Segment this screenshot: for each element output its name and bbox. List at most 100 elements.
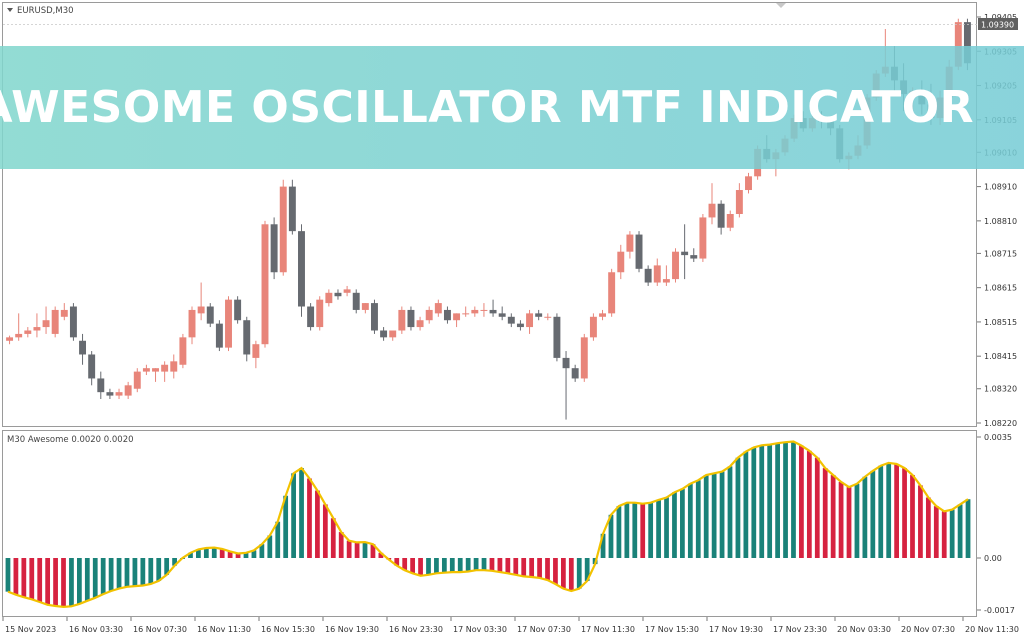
candle-body: [334, 292, 342, 297]
ao-bar: [505, 558, 511, 574]
ao-bar: [61, 558, 66, 607]
ao-bar: [108, 558, 114, 592]
candle-body: [672, 251, 679, 280]
ao-bar: [933, 506, 939, 558]
ao-axis: 0.0035 0.00 -0.0017: [977, 433, 1015, 615]
symbol-menu-icon[interactable]: [7, 8, 13, 12]
ao-bar: [465, 558, 471, 572]
candle-body: [562, 357, 570, 369]
candle: [553, 313, 561, 362]
ao-bar: [410, 558, 416, 574]
candle: [644, 265, 652, 286]
candle-body: [553, 316, 561, 358]
ao-bar: [727, 466, 733, 558]
candle-body: [480, 309, 488, 311]
ao-bar: [92, 558, 98, 598]
candle: [334, 289, 342, 300]
candle: [206, 303, 214, 328]
candle: [745, 172, 752, 194]
candle-body: [544, 316, 552, 318]
ao-bar: [315, 490, 320, 558]
candle-body: [15, 333, 23, 338]
candle: [179, 333, 187, 369]
candle-body: [526, 313, 534, 328]
candle-body: [106, 392, 114, 396]
candle: [571, 364, 579, 382]
candle: [708, 183, 716, 225]
candle: [42, 306, 50, 334]
ao-bar: [322, 504, 328, 558]
candle: [617, 244, 625, 280]
candle: [443, 306, 451, 324]
candle: [462, 306, 470, 317]
ao-bar: [616, 506, 622, 558]
ao-bar: [370, 544, 376, 558]
candle: [489, 299, 497, 317]
price-tick-label: 1.09405: [984, 13, 1017, 22]
ao-bar: [918, 485, 923, 558]
candle-body: [507, 316, 515, 324]
ao-bar: [695, 480, 701, 558]
time-tick-label: 16 Nov 15:30: [261, 625, 315, 634]
ao-tick-label: 0.0035: [984, 433, 1012, 442]
candle-body: [626, 234, 634, 252]
ao-bar: [624, 502, 630, 558]
time-tick-label: 17 Nov 15:30: [645, 625, 699, 634]
candle-body: [197, 306, 205, 314]
candle: [425, 306, 433, 324]
candle-body: [88, 354, 96, 379]
ao-bar: [172, 558, 177, 566]
candle: [225, 296, 232, 352]
ao-signal-line: [7, 440, 969, 609]
scroll-marker-icon[interactable]: [776, 3, 786, 8]
ao-bar: [29, 558, 35, 600]
candle: [507, 313, 515, 328]
candle: [516, 320, 524, 331]
price-tick-label: 1.08715: [984, 249, 1017, 258]
candle-body: [580, 337, 588, 379]
ao-bar: [84, 558, 90, 601]
ao-bar: [402, 558, 408, 571]
candle-body: [142, 368, 150, 372]
ao-bar: [441, 558, 447, 573]
candle: [279, 179, 287, 276]
ao-bar: [338, 532, 344, 558]
time-axis: 15 Nov 2023 16 Nov 03:30 16 Nov 07:30 16 No…: [2, 617, 1019, 634]
candle-body: [425, 309, 433, 321]
time-tick-label: 16 Nov 11:30: [197, 625, 251, 634]
ao-bar: [140, 558, 146, 586]
ao-bar: [426, 558, 431, 575]
ao-bar: [648, 502, 654, 558]
candle-body: [699, 217, 707, 259]
ao-bar: [394, 558, 400, 566]
candle: [662, 265, 670, 286]
ao-bar: [235, 553, 241, 558]
ao-bar: [196, 549, 201, 558]
candle: [681, 224, 689, 280]
ao-bar: [862, 476, 868, 558]
price-tick-label: 1.08615: [984, 284, 1017, 293]
ao-bar: [719, 471, 725, 558]
candle-body: [243, 320, 251, 355]
candle-body: [963, 22, 971, 64]
ao-bar: [751, 447, 757, 558]
ao-bar: [521, 558, 527, 577]
candle: [115, 388, 123, 400]
candle: [453, 313, 461, 328]
ao-bar: [473, 558, 479, 571]
time-tick-label: 16 Nov 23:30: [389, 625, 443, 634]
time-tick-label: 17 Nov 23:30: [773, 625, 827, 634]
candle-body: [279, 186, 287, 273]
candle-body: [489, 309, 497, 314]
ao-bar: [354, 542, 360, 558]
banner-title: AWESOME OSCILLATOR MTF INDICATOR: [0, 82, 974, 133]
ao-bar: [362, 542, 368, 558]
candle: [152, 368, 159, 382]
time-tick-label: 16 Nov 03:30: [69, 625, 123, 634]
candle: [197, 282, 205, 321]
ao-bar: [291, 473, 296, 558]
candle-body: [644, 268, 652, 283]
candle: [325, 289, 333, 307]
ao-histogram-layer: [5, 441, 971, 607]
candle-body: [535, 313, 543, 317]
